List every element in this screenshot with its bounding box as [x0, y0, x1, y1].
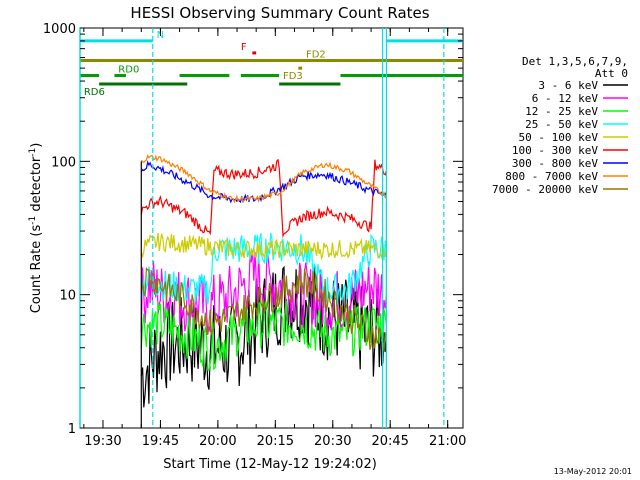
vertical-markers	[79, 28, 445, 428]
x-tick-label: 19:45	[142, 434, 179, 449]
flag-label-f: F	[241, 42, 247, 53]
y-tick-label: 1	[68, 422, 76, 437]
x-tick-label: 20:45	[371, 434, 408, 449]
legend-label: 100 - 300 keV	[512, 144, 598, 157]
legend-label: 25 - 50 keV	[525, 118, 598, 131]
x-tick-label: 21:00	[429, 434, 466, 449]
flag-label-rd6: RD6	[84, 87, 105, 98]
timestamp: 13-May-2012 20:01	[554, 467, 632, 476]
legend-header-1: Det 1,3,5,6,7,9,	[522, 55, 628, 68]
axes: 19:30 19:45 20:00 20:15 20:30 20:45 21:00 1 10 10…	[43, 22, 467, 449]
x-tick-label: 19:30	[84, 434, 121, 449]
chart-title: HESSI Observing Summary Count Rates	[130, 4, 429, 22]
series-line-100-300-kev	[140, 158, 387, 239]
x-tick-label: 20:30	[314, 434, 351, 449]
series-line-12-25-kev	[140, 300, 387, 371]
series-line-800-7000-kev	[140, 154, 387, 204]
legend-label: 6 - 12 keV	[532, 92, 599, 105]
series-line-7000-20000-kev	[140, 266, 387, 352]
flag-label-fd3: FD3	[283, 71, 303, 82]
legend-label: 300 - 800 keV	[512, 157, 598, 170]
x-tick-label: 20:15	[257, 434, 294, 449]
flag-label-rd0: RD0	[118, 65, 139, 76]
x-tick-label: 20:00	[199, 434, 236, 449]
legend-header-2: Att 0	[595, 67, 628, 80]
legend-label: 50 - 100 keV	[519, 131, 599, 144]
y-tick-label: 1000	[43, 22, 76, 37]
flag-label-fd2: FD2	[306, 50, 326, 61]
y-tick-label: 10	[59, 289, 76, 304]
y-tick-label: 100	[51, 155, 76, 170]
legend-label: 7000 - 20000 keV	[492, 183, 598, 196]
series-lines	[140, 154, 387, 428]
plot-frame	[79, 27, 464, 429]
legend-label: 800 - 7000 keV	[505, 170, 598, 183]
y-axis-label: Count Rate (s-1 detector-1)	[28, 143, 44, 314]
legend-label: 12 - 25 keV	[525, 105, 598, 118]
legend-label: 3 - 6 keV	[538, 79, 598, 92]
status-flag-bars: NFFD2FD3RD0RD6	[80, 30, 463, 98]
series-line-50-100-kev	[140, 232, 387, 261]
x-axis-label: Start Time (12-May-12 19:24:02)	[163, 457, 377, 472]
